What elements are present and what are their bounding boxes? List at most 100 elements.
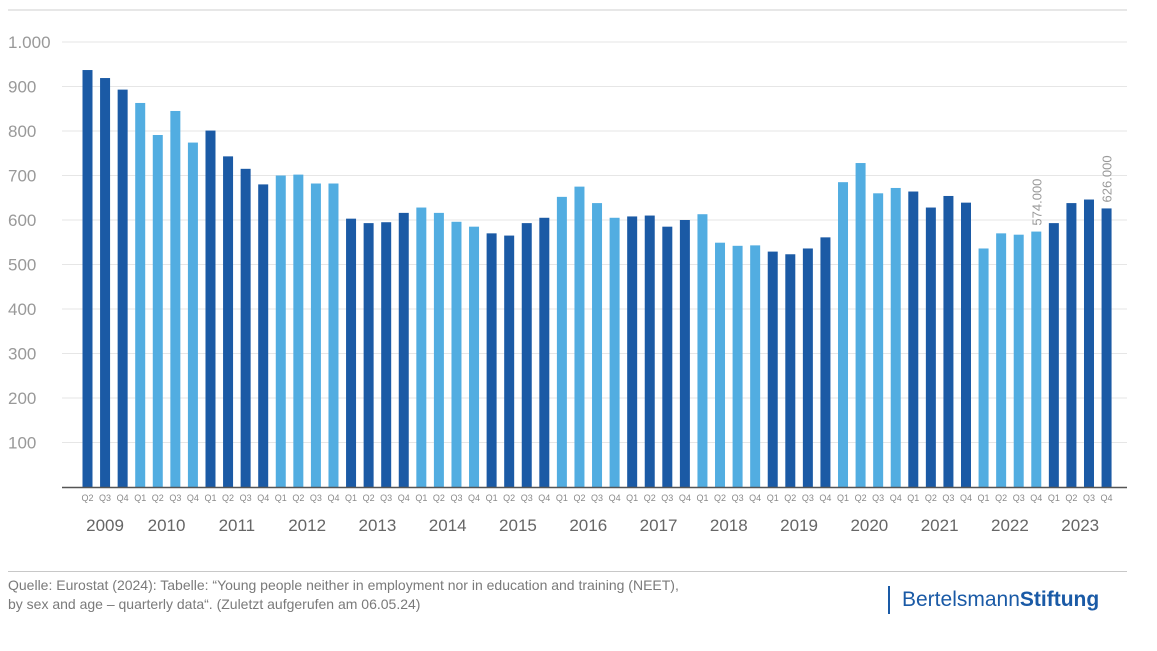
bar	[346, 218, 357, 488]
quarter-label: Q3	[872, 493, 884, 503]
bar	[679, 220, 690, 487]
year-label: 2018	[710, 516, 748, 535]
bar	[293, 174, 304, 488]
bertelsmann-stiftung-logo: BertelsmannStiftung	[888, 586, 1099, 614]
bar	[556, 196, 567, 488]
bar	[644, 215, 655, 488]
quarter-label: Q3	[310, 493, 322, 503]
year-label: 2020	[850, 516, 888, 535]
bar	[328, 183, 339, 487]
source-note: Quelle: Eurostat (2024): Tabelle: “Young…	[8, 576, 788, 614]
year-label: 2019	[780, 516, 818, 535]
bar	[451, 221, 462, 487]
quarter-label: Q1	[345, 493, 357, 503]
quarter-label: Q2	[855, 493, 867, 503]
quarter-label: Q4	[609, 493, 621, 503]
quarter-label: Q2	[1065, 493, 1077, 503]
quarter-label: Q4	[398, 493, 410, 503]
quarter-label: Q3	[169, 493, 181, 503]
bar	[820, 237, 831, 487]
source-line-2: by sex and age – quarterly data“. (Zulet…	[8, 596, 421, 612]
bar	[662, 226, 673, 488]
bar	[521, 223, 532, 488]
bar	[433, 212, 444, 487]
bar	[978, 248, 989, 487]
logo-bold-text: Stiftung	[1019, 588, 1100, 611]
quarter-label: Q1	[1048, 493, 1060, 503]
quarter-label: Q3	[1083, 493, 1095, 503]
y-tick-label: 600	[8, 211, 36, 230]
quarter-label: Q3	[99, 493, 111, 503]
quarter-label: Q2	[925, 493, 937, 503]
quarter-label: Q2	[222, 493, 234, 503]
quarter-label: Q2	[433, 493, 445, 503]
bar	[1066, 203, 1077, 487]
year-label: 2014	[429, 516, 467, 535]
bar	[240, 168, 251, 487]
bar	[504, 235, 515, 487]
quarter-label: Q3	[591, 493, 603, 503]
quarter-label: Q4	[819, 493, 831, 503]
quarter-label: Q3	[942, 493, 954, 503]
quarter-label: Q4	[960, 493, 972, 503]
year-label: 2010	[148, 516, 186, 535]
bar	[802, 248, 813, 487]
bar	[469, 226, 480, 488]
bar	[715, 242, 726, 487]
bar	[82, 70, 93, 487]
quarter-label: Q4	[327, 493, 339, 503]
bar	[838, 182, 849, 488]
quarter-label: Q2	[995, 493, 1007, 503]
quarter-label: Q4	[538, 493, 550, 503]
year-label: 2013	[358, 516, 396, 535]
data-label: 626.000	[1100, 155, 1115, 202]
bar	[750, 245, 761, 487]
bar	[609, 217, 620, 487]
quarter-label: Q1	[978, 493, 990, 503]
quarter-label: Q4	[468, 493, 480, 503]
quarter-label: Q2	[152, 493, 164, 503]
y-tick-label: 1.000	[8, 33, 51, 52]
y-tick-label: 300	[8, 345, 36, 364]
quarter-label: Q3	[380, 493, 392, 503]
bar	[767, 251, 778, 487]
year-label: 2022	[991, 516, 1029, 535]
quarter-label: Q2	[503, 493, 515, 503]
bar	[170, 110, 181, 487]
year-label: 2017	[640, 516, 678, 535]
year-label: 2023	[1061, 516, 1099, 535]
bar	[732, 245, 743, 487]
bar	[205, 130, 216, 487]
quarter-label: Q4	[749, 493, 761, 503]
neet-bar-chart: 100 200 300 400 500 600 700 800 900 1.000 Q2 Q3 Q4 20…	[8, 9, 1127, 535]
bar	[416, 207, 427, 488]
footer-divider	[8, 571, 1127, 572]
quarter-label: Q4	[1030, 493, 1042, 503]
quarter-label: Q1	[275, 493, 287, 503]
quarter-label: Q2	[573, 493, 585, 503]
y-tick-label: 700	[8, 167, 36, 186]
bar	[855, 163, 866, 488]
bar	[943, 195, 954, 487]
y-tick-label: 400	[8, 300, 36, 319]
quarter-label: Q4	[1101, 493, 1113, 503]
year-label: 2012	[288, 516, 326, 535]
quarter-label: Q3	[802, 493, 814, 503]
bar	[398, 212, 409, 487]
bar	[1013, 234, 1024, 487]
bar	[873, 193, 884, 488]
bar	[785, 254, 796, 487]
bar	[100, 78, 111, 488]
bar	[381, 222, 392, 487]
y-tick-label: 100	[8, 434, 36, 453]
bar	[1101, 208, 1112, 487]
bar	[117, 89, 128, 488]
quarter-label: Q2	[784, 493, 796, 503]
bar	[961, 202, 971, 487]
logo-regular-text: Bertelsmann	[902, 588, 1020, 611]
quarter-label: Q1	[696, 493, 708, 503]
quarter-label: Q3	[450, 493, 462, 503]
bar	[996, 233, 1007, 487]
quarter-label: Q1	[486, 493, 498, 503]
y-tick-label: 800	[8, 122, 36, 141]
